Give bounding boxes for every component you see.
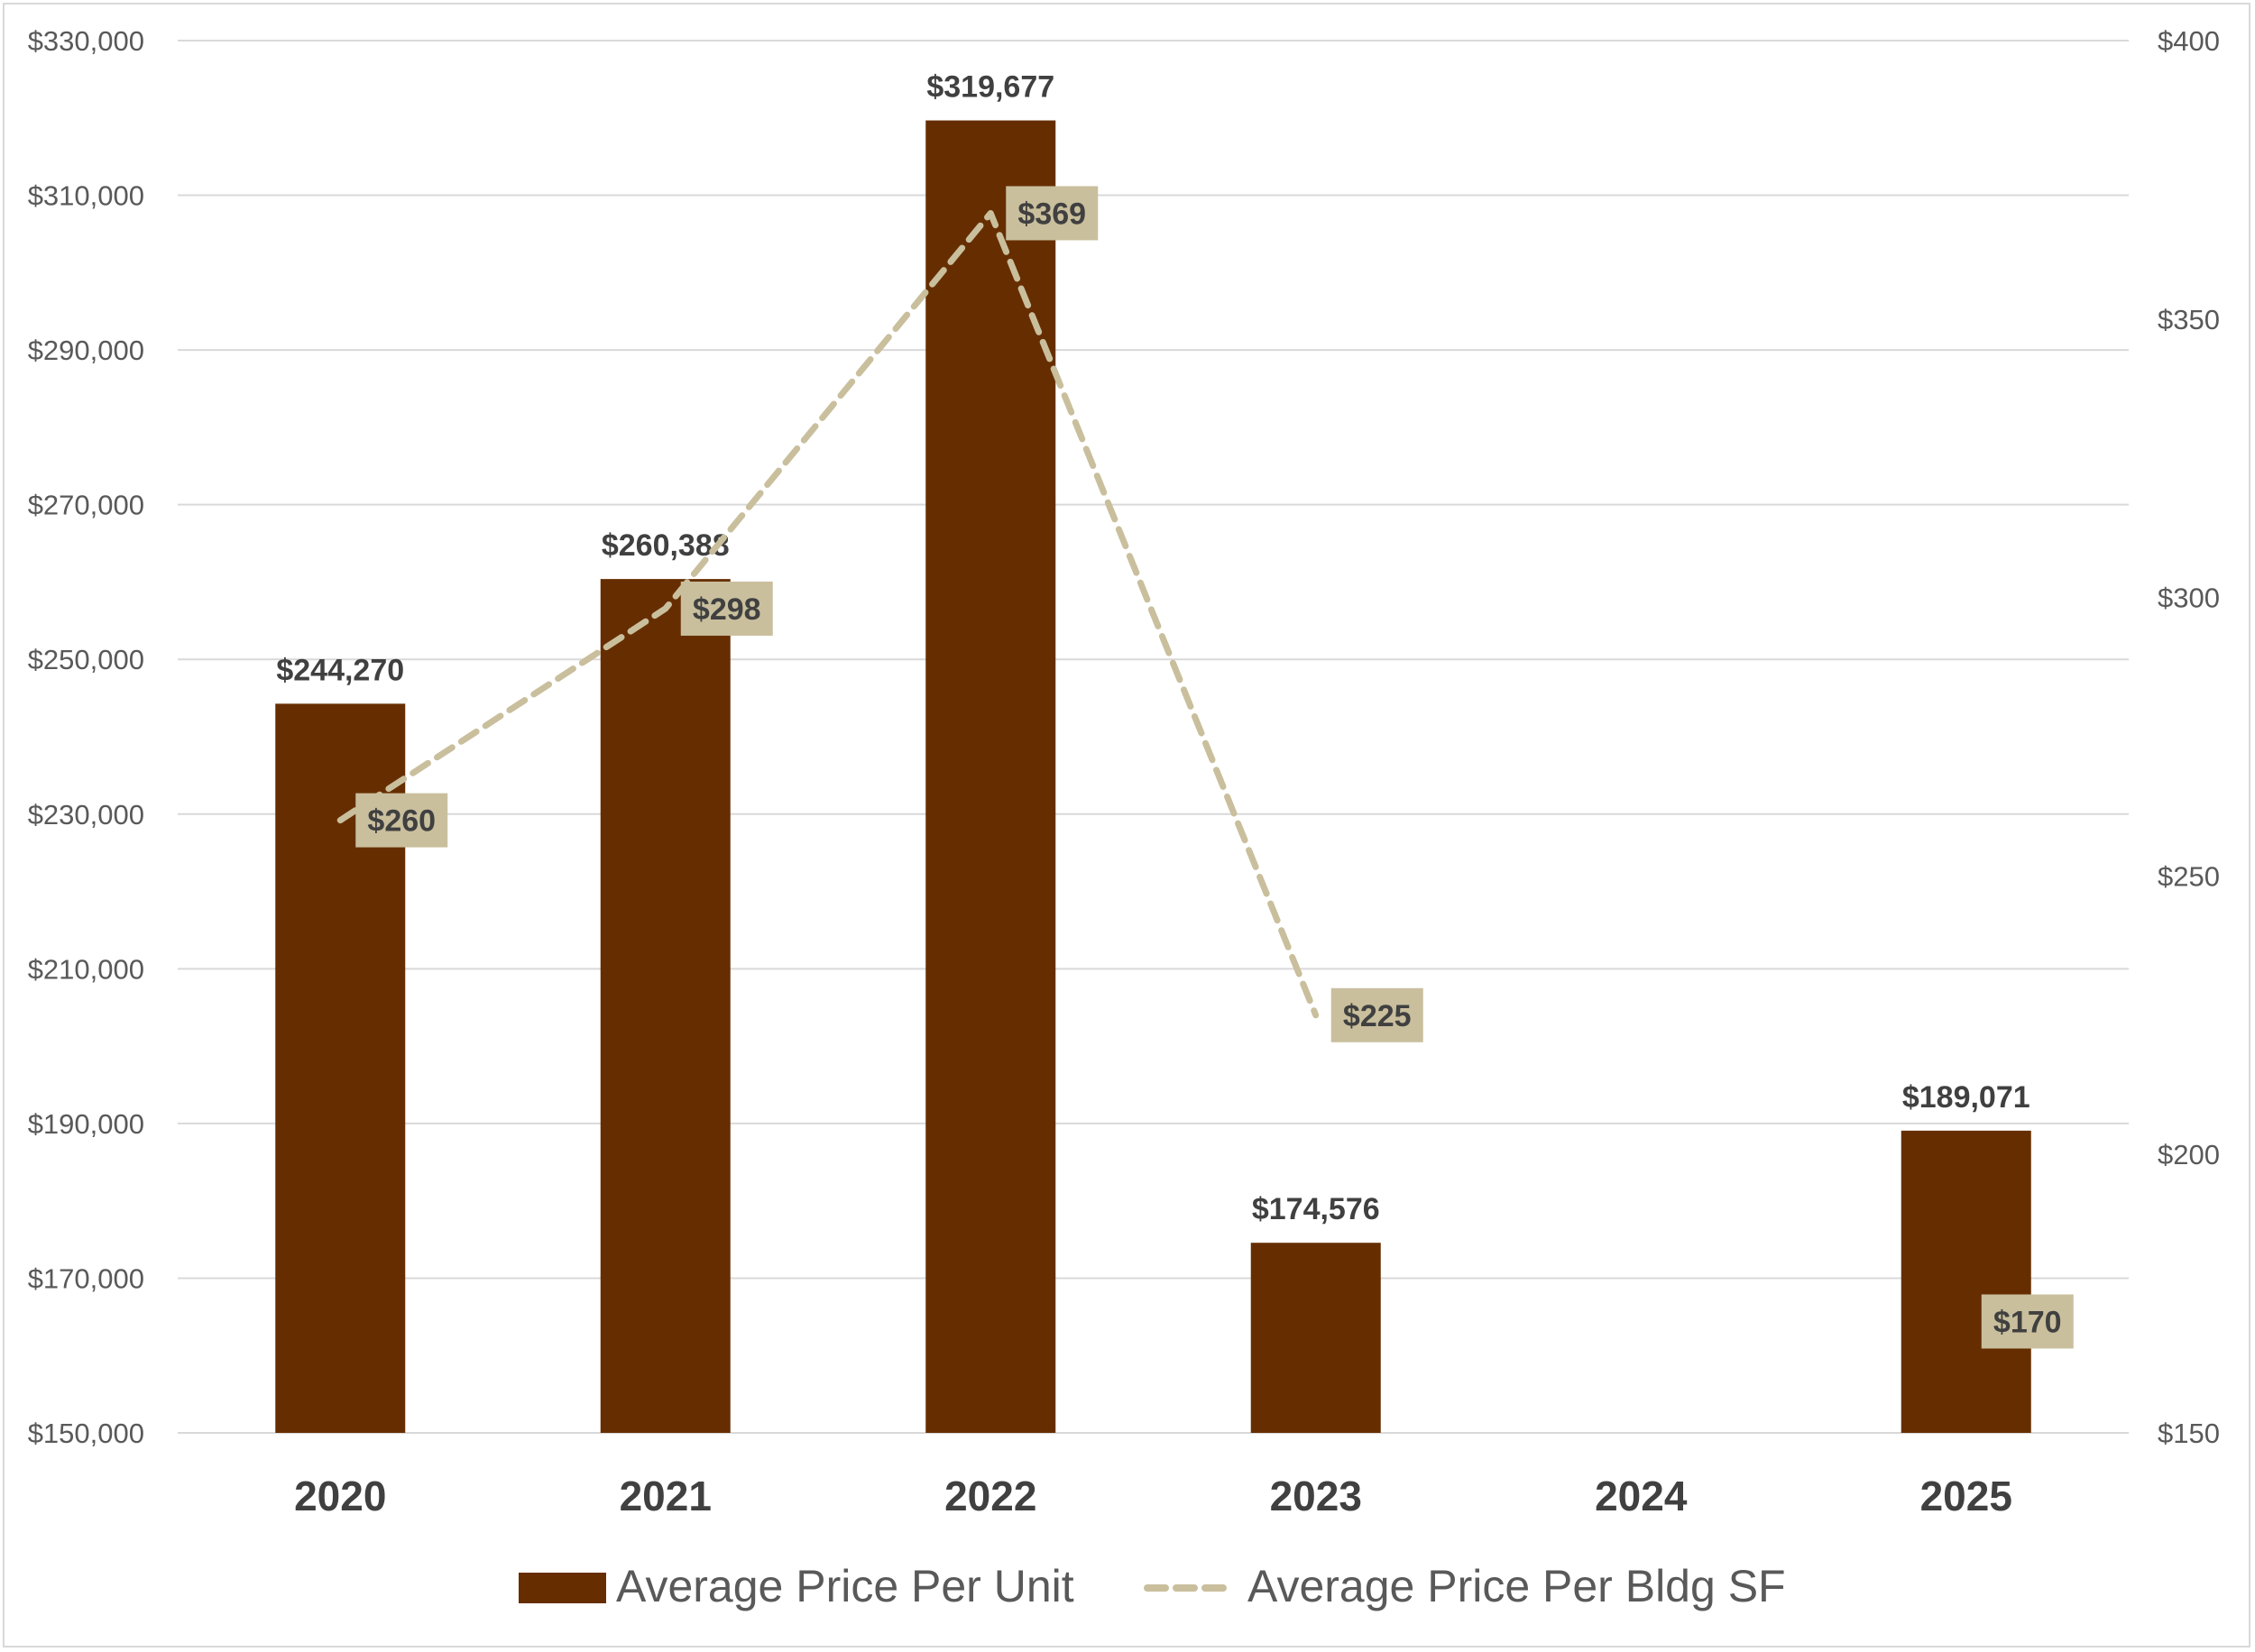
bar-labels: $244,270 $260,388 $319,677 $174,576 $189,071 <box>276 70 2030 1227</box>
bar-data-label: $319,677 <box>926 70 1054 105</box>
legend-line-label: Average Price Per Bldg SF <box>1247 1561 1786 1611</box>
line-labels: $260 $298 $369 $225 $170 <box>355 186 2074 1349</box>
right-tick-label: $250 <box>2158 860 2220 892</box>
left-tick-label: $290,000 <box>28 335 144 366</box>
bar <box>1250 1243 1381 1433</box>
line-data-label: $225 <box>1330 987 1423 1042</box>
line-data-label: $260 <box>355 793 448 848</box>
line-data-label: $298 <box>680 581 773 636</box>
line-label-text: $225 <box>1343 999 1412 1033</box>
x-category-label: 2025 <box>1920 1473 2012 1519</box>
right-tick-label: $200 <box>2158 1139 2220 1170</box>
line-data-label: $170 <box>1981 1294 2074 1349</box>
bars <box>275 120 2031 1434</box>
line-series-path <box>336 209 1320 1019</box>
bar-data-label: $189,071 <box>1902 1080 2030 1115</box>
legend: Average Price Per Unit Average Price Per… <box>519 1561 1786 1611</box>
x-category-label: 2024 <box>1595 1473 1688 1519</box>
right-tick-label: $300 <box>2158 583 2220 614</box>
left-tick-label: $330,000 <box>28 25 144 57</box>
left-tick-label: $230,000 <box>28 799 144 831</box>
bar <box>925 120 1056 1434</box>
line-label-text: $369 <box>1017 197 1086 231</box>
x-category-label: 2022 <box>944 1473 1036 1519</box>
line-data-label: $369 <box>1006 186 1099 241</box>
line-label-text: $170 <box>1993 1305 2062 1339</box>
bar <box>1901 1130 2031 1433</box>
bar-data-label: $174,576 <box>1252 1192 1380 1226</box>
left-tick-label: $250,000 <box>28 644 144 675</box>
right-tick-label: $400 <box>2158 25 2220 57</box>
right-axis: $150 $200 $250 $300 $350 $400 <box>2158 25 2220 1449</box>
line-series <box>336 209 1320 1019</box>
legend-bar-swatch <box>519 1573 606 1603</box>
left-tick-label: $190,000 <box>28 1108 144 1140</box>
line-label-box <box>1330 987 1423 1042</box>
left-tick-label: $310,000 <box>28 180 144 212</box>
gridlines <box>178 40 2129 1434</box>
bar-data-label: $244,270 <box>276 653 404 687</box>
bar <box>600 579 731 1433</box>
line-label-box <box>1981 1294 2074 1349</box>
left-axis: $150,000 $170,000 $190,000 $210,000 $230,000… <box>28 25 144 1449</box>
line-label-box <box>680 581 773 636</box>
line-label-box <box>1006 186 1099 241</box>
line-label-box <box>355 793 448 848</box>
line-label-text: $298 <box>693 592 761 627</box>
right-tick-label: $150 <box>2158 1418 2220 1449</box>
chart-frame <box>3 3 2250 1647</box>
line-label-text: $260 <box>367 804 436 839</box>
bar-data-label: $260,388 <box>602 528 730 563</box>
x-category-label: 2021 <box>620 1473 712 1519</box>
x-category-label: 2020 <box>294 1473 386 1519</box>
right-tick-label: $350 <box>2158 304 2220 335</box>
left-tick-label: $170,000 <box>28 1262 144 1294</box>
left-tick-label: $150,000 <box>28 1418 144 1449</box>
x-category-label: 2023 <box>1270 1473 1362 1519</box>
legend-bar-label: Average Price Per Unit <box>616 1561 1074 1611</box>
left-tick-label: $210,000 <box>28 953 144 985</box>
left-tick-label: $270,000 <box>28 490 144 521</box>
x-axis: 2020 2021 2022 2023 2024 2025 <box>294 1473 2012 1519</box>
